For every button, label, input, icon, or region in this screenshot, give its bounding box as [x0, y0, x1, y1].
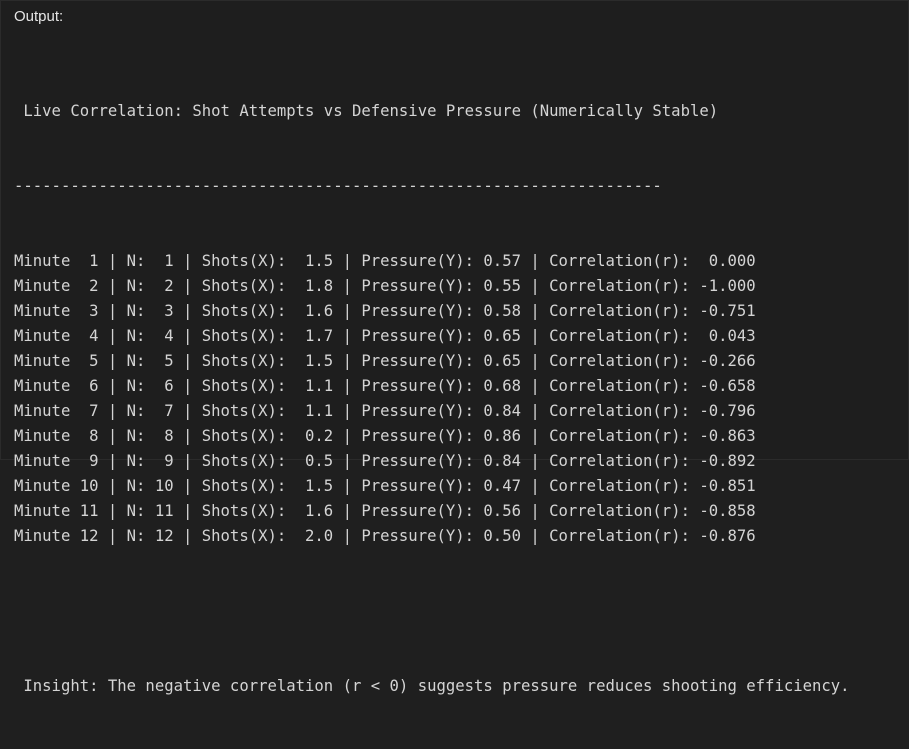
output-row: Minute 12 | N: 12 | Shots(X): 2.0 | Pres… — [14, 527, 756, 545]
output-row: Minute 9 | N: 9 | Shots(X): 0.5 | Pressu… — [14, 452, 756, 470]
output-row: Minute 4 | N: 4 | Shots(X): 1.7 | Pressu… — [14, 327, 756, 345]
output-panel: Output: Live Correlation: Shot Attempts … — [0, 0, 909, 695]
rows: Minute 1 | N: 1 | Shots(X): 1.5 | Pressu… — [14, 249, 850, 549]
spacer — [14, 599, 850, 624]
console-output: Live Correlation: Shot Attempts vs Defen… — [14, 49, 850, 749]
output-row: Minute 1 | N: 1 | Shots(X): 1.5 | Pressu… — [14, 252, 756, 270]
output-row: Minute 6 | N: 6 | Shots(X): 1.1 | Pressu… — [14, 377, 756, 395]
output-row: Minute 2 | N: 2 | Shots(X): 1.8 | Pressu… — [14, 277, 756, 295]
output-row: Minute 5 | N: 5 | Shots(X): 1.5 | Pressu… — [14, 352, 756, 370]
output-row: Minute 8 | N: 8 | Shots(X): 0.2 | Pressu… — [14, 427, 756, 445]
separator: ----------------------------------------… — [14, 177, 662, 195]
output-row: Minute 7 | N: 7 | Shots(X): 1.1 | Pressu… — [14, 402, 756, 420]
insight: Insight: The negative correlation (r < 0… — [14, 677, 850, 695]
output-row: Minute 10 | N: 10 | Shots(X): 1.5 | Pres… — [14, 477, 756, 495]
output-row: Minute 3 | N: 3 | Shots(X): 1.6 | Pressu… — [14, 302, 756, 320]
output-row: Minute 11 | N: 11 | Shots(X): 1.6 | Pres… — [14, 502, 756, 520]
output-label: Output: — [14, 8, 64, 25]
output-title: Live Correlation: Shot Attempts vs Defen… — [14, 102, 719, 120]
